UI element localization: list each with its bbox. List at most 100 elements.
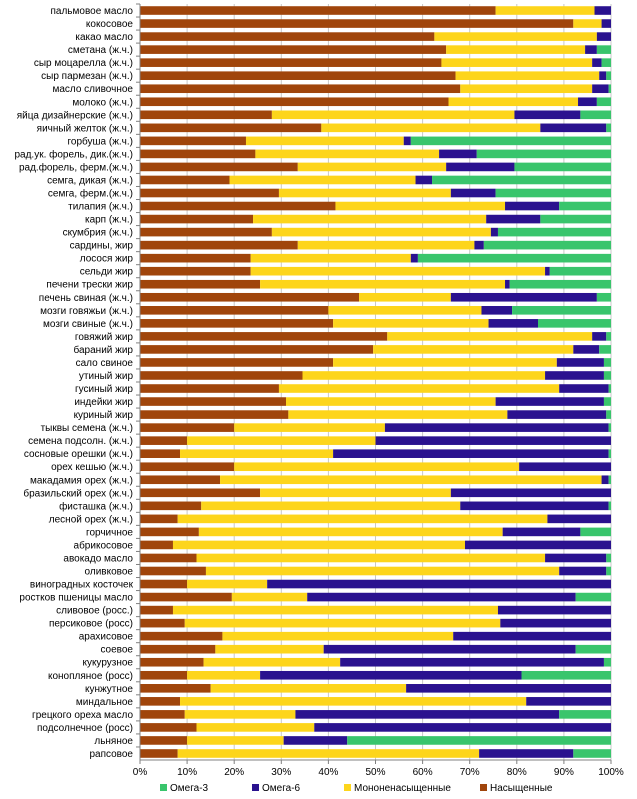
bar-segment [406,684,611,693]
bar-segment [187,736,284,745]
bar-segment [140,566,206,576]
bar-segment [483,240,611,250]
bar-segment [601,58,611,67]
bars [140,6,611,758]
bar-segment [140,319,334,328]
category-label: масло сливочное [52,84,133,95]
bar-segment [384,423,609,432]
category-label: бараний жир [74,344,134,356]
bar-segment [187,579,268,589]
bar-segment [573,19,602,28]
bar-segment [497,605,611,615]
category-label: утиный жир [79,371,134,382]
bar-segment [140,292,360,302]
bar-segment [599,71,607,80]
bar-segment [547,514,611,524]
bar-segment [559,201,611,211]
bar-segment [450,488,611,498]
bar-segment [140,579,188,589]
bar-segment [500,618,611,628]
bar-segment [140,436,188,445]
bar-segment [187,436,376,445]
bar-segment [439,149,477,159]
category-label: кокосовое [86,19,134,30]
bar-segment [140,736,188,745]
bar-segment [172,540,465,550]
bar-segment [140,162,298,172]
bar-segment [526,697,611,706]
bar-segment [278,188,451,198]
bar-segment [573,749,611,758]
bar-segment [140,514,178,524]
bar-segment [450,188,496,198]
bar-segment [446,162,515,172]
category-label: рад.ук. форель, дик.(ж.ч.) [14,148,133,160]
bar-segment [177,514,548,524]
x-tick-labels: 0% 10% 20% 30% 40% 50% 60% 70% 80% 90% 100% [133,767,624,778]
category-label: сливовое (росс.) [56,606,133,617]
category-label: льняное [94,736,133,747]
category-label: орех кешью (ж.ч.) [51,462,133,473]
bar-segment [140,618,185,628]
category-label: сыр пармезан (ж.ч.) [41,71,133,82]
bar-segment [140,84,461,94]
bar-segment [250,253,411,263]
category-label: горбуша (ж.ч.) [67,135,133,147]
bar-segment [140,684,211,693]
bar-segment [481,306,513,315]
bar-segment [601,475,609,485]
bar-segment [575,644,611,654]
category-label: горчичное [86,527,133,538]
bar-segment [323,644,576,654]
bar-segment [250,266,546,276]
bar-segment [505,201,560,211]
bar-segment [140,475,221,485]
bar-segment [573,345,600,354]
bar-segment [585,45,597,54]
bar-segment [321,123,541,133]
bar-segment [559,710,611,719]
bar-segment [140,332,388,341]
bar-segment [140,710,185,719]
bar-segment [415,175,433,185]
x-tick-label: 70% [460,767,480,778]
bar-segment [187,670,261,680]
bar-segment [545,553,607,563]
bar-segment [140,71,456,80]
x-tick-label: 90% [554,767,574,778]
bar-segment [140,371,303,380]
bar-segment [140,45,447,54]
bar-segment [453,631,611,641]
bar-segment [140,149,256,159]
bar-segment [198,527,503,537]
bar-segment [537,319,611,328]
bar-segment [603,397,611,406]
bar-segment [184,618,501,628]
bar-segment [608,501,611,511]
bar-segment [556,358,604,367]
bar-segment [140,749,178,758]
bar-segment [502,527,581,537]
bar-segment [229,175,416,185]
bar-segment [474,240,484,250]
category-label: тыквы семена (ж.ч.) [41,423,133,434]
bar-segment [608,423,611,432]
x-tick-label: 0% [133,767,148,778]
bar-segment [196,553,546,563]
bar-segment [140,527,199,537]
bar-segment [596,32,611,41]
bar-segment [606,410,611,419]
category-label: кунжутное [85,684,133,695]
bar-segment [245,136,404,146]
bar-segment [497,227,611,237]
category-label: тилапия (ж.ч.) [68,202,133,213]
category-label: пальмовое масло [50,6,133,17]
bar-segment [201,501,461,511]
bar-segment [509,279,611,289]
category-label: сметана (ж.ч.) [68,45,133,56]
bar-segment [140,423,235,432]
bar-segment [514,110,581,120]
x-tick-label: 60% [413,767,433,778]
category-label: карп (ж.ч.) [85,215,133,226]
